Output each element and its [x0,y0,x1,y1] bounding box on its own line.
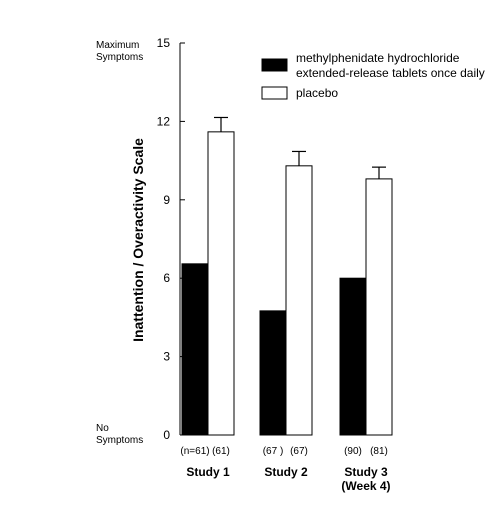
category-label-1-line1: Study 1 [186,465,230,479]
legend-swatch-methylphenidate [261,58,288,72]
legend-label-methylphenidate: methylphenidate hydrochloride extended-r… [296,51,485,80]
sample-size-g1-s2: (61) [212,446,230,457]
legend-swatch-placebo [261,86,288,100]
bar-s2-g3 [365,178,393,436]
y-ticks: 0 3 6 9 12 15 [157,36,185,442]
legend-line-1: methylphenidate hydrochloride [296,51,460,65]
y-tick-label-15: 15 [157,36,171,50]
x-labels: (n=61) (61) (67 ) (67) (90) (81) Study 1 Study … [180,446,390,493]
legend: methylphenidate hydrochloride extended-r… [261,51,485,100]
bar-s1-g3 [339,277,367,436]
max-symptoms-line1: Maximum [96,40,139,51]
category-label-3-line1: Study 3 [344,465,388,479]
bar-s2-g1 [207,131,235,436]
bar-s1-g1 [181,263,209,436]
no-symptoms-line1: No [96,423,109,434]
sample-size-g3-s2: (81) [370,446,388,457]
y-tick-label-3: 3 [163,350,170,364]
bar-s1-g2 [259,310,287,436]
y-tick-label-9: 9 [163,193,170,207]
sample-size-g1-s1: (n=61) [180,446,209,457]
sample-size-g2-s2: (67) [290,446,308,457]
y-tick-label-12: 12 [157,114,171,128]
bar-s2-g2 [285,165,313,436]
bars [181,116,393,436]
category-label-3-line2: (Week 4) [341,479,390,493]
sample-size-g2-s1: (67 ) [263,446,284,457]
legend-line-2: extended-release tablets once daily [296,66,485,80]
y-tick-label-0: 0 [163,428,170,442]
y-tick-label-6: 6 [163,271,170,285]
no-symptoms-label: No Symptoms [96,423,143,446]
max-symptoms-line2: Symptoms [96,52,143,63]
max-symptoms-label: Maximum Symptoms [96,40,143,63]
no-symptoms-line2: Symptoms [96,435,143,446]
y-axis-label: Inattention / Overactivity Scale [130,138,146,342]
legend-label-placebo: placebo [296,86,338,100]
category-label-2-line1: Study 2 [264,465,308,479]
sample-size-g3-s1: (90) [344,446,362,457]
